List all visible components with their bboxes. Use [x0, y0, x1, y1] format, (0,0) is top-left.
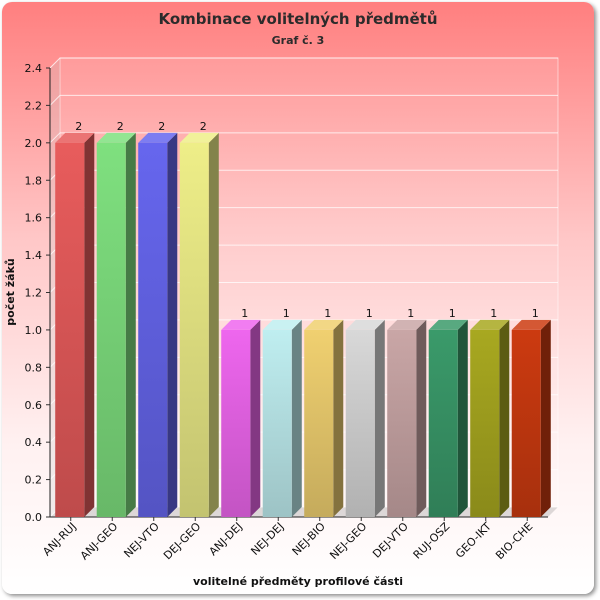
bar-top [470, 319, 510, 330]
bar-side [457, 319, 468, 517]
y-tick-label: 0.6 [25, 399, 43, 412]
bar [304, 329, 334, 517]
y-tick-label: 2.0 [25, 137, 43, 150]
y-tick-label: 1.0 [25, 324, 43, 337]
x-tick-label: NEJ-DEJ [248, 520, 286, 558]
data-label: 1 [532, 307, 539, 320]
y-tick-label: 2.4 [25, 62, 43, 75]
data-label: 2 [117, 120, 124, 133]
x-tick-label: ANJ-DEJ [207, 520, 245, 558]
gridline [49, 57, 558, 69]
bar [511, 329, 541, 517]
bar-side [374, 319, 385, 517]
bar-top [96, 132, 136, 143]
bar-top [428, 319, 468, 330]
bar [55, 142, 85, 518]
bar-top [179, 132, 219, 143]
x-tick-label: ANJ-GEO [78, 520, 121, 563]
data-label: 1 [241, 307, 248, 320]
x-tick-label: NEJ-VTO [121, 520, 162, 561]
bar-chart: Kombinace volitelných předmětů Graf č. 3… [4, 10, 559, 588]
data-label: 1 [324, 307, 331, 320]
gridline [49, 132, 558, 144]
data-label: 2 [158, 120, 165, 133]
bar [138, 142, 168, 518]
bar-side [499, 319, 510, 517]
data-label: 1 [407, 307, 414, 320]
y-tick-label: 1.4 [25, 249, 43, 262]
y-tick-label: 1.8 [25, 174, 43, 187]
bar-side [333, 319, 344, 517]
gridline [49, 94, 558, 106]
y-tick-label: 0.0 [25, 511, 43, 524]
x-tick-label: DEJ-GEO [161, 520, 204, 563]
data-label: 1 [449, 307, 456, 320]
bar-side [167, 132, 178, 518]
bar-side [84, 132, 95, 518]
y-tick-label: 1.6 [25, 212, 43, 225]
bar-top [511, 319, 551, 330]
data-label: 1 [490, 307, 497, 320]
x-tick-label: ANJ-RUJ [40, 520, 79, 559]
chart-subtitle: Graf č. 3 [272, 34, 325, 47]
bar-side [250, 319, 261, 517]
bar [221, 329, 251, 517]
data-label: 1 [283, 307, 290, 320]
bar-top [55, 132, 95, 143]
data-label: 2 [75, 120, 82, 133]
bar [428, 329, 458, 517]
data-label: 2 [200, 120, 207, 133]
bar-side [208, 132, 219, 518]
bar-layer [55, 132, 551, 518]
bar-side [416, 319, 427, 517]
bar [345, 329, 375, 517]
bar [387, 329, 417, 517]
x-tick-label: NEJ-BIO [290, 520, 328, 558]
bar-top [304, 319, 344, 330]
data-label: 1 [366, 307, 373, 320]
y-tick-label: 0.8 [25, 361, 43, 374]
y-tick-label: 0.2 [25, 474, 43, 487]
bar-top [262, 319, 302, 330]
bar-top [345, 319, 385, 330]
bar-side [125, 132, 136, 518]
bar-side [291, 319, 302, 517]
bar [470, 329, 500, 517]
chart-title: Kombinace volitelných předmětů [158, 10, 437, 28]
x-axis-label: volitelné předměty profilové části [193, 575, 403, 588]
x-tick-label: GEO-IKT [453, 520, 494, 561]
y-tick-label: 2.2 [25, 99, 43, 112]
y-axis-label: počet žáků [4, 258, 17, 325]
chart-card: Kombinace volitelných předmětů Graf č. 3… [2, 2, 594, 594]
bar [262, 329, 292, 517]
bar [96, 142, 126, 518]
x-tick-label: NEJ-GEO [327, 520, 369, 562]
y-tick-label: 0.4 [25, 436, 43, 449]
bar-top [387, 319, 427, 330]
bar-top [138, 132, 178, 143]
y-tick-label: 1.2 [25, 287, 43, 300]
x-tick-label: RUJ-OSZ [411, 520, 453, 562]
bar-top [221, 319, 261, 330]
bar [179, 142, 209, 518]
bar-side [540, 319, 551, 517]
x-tick-label: BIO-CHE [493, 520, 535, 562]
x-tick-label: DEJ-VTO [370, 520, 411, 561]
